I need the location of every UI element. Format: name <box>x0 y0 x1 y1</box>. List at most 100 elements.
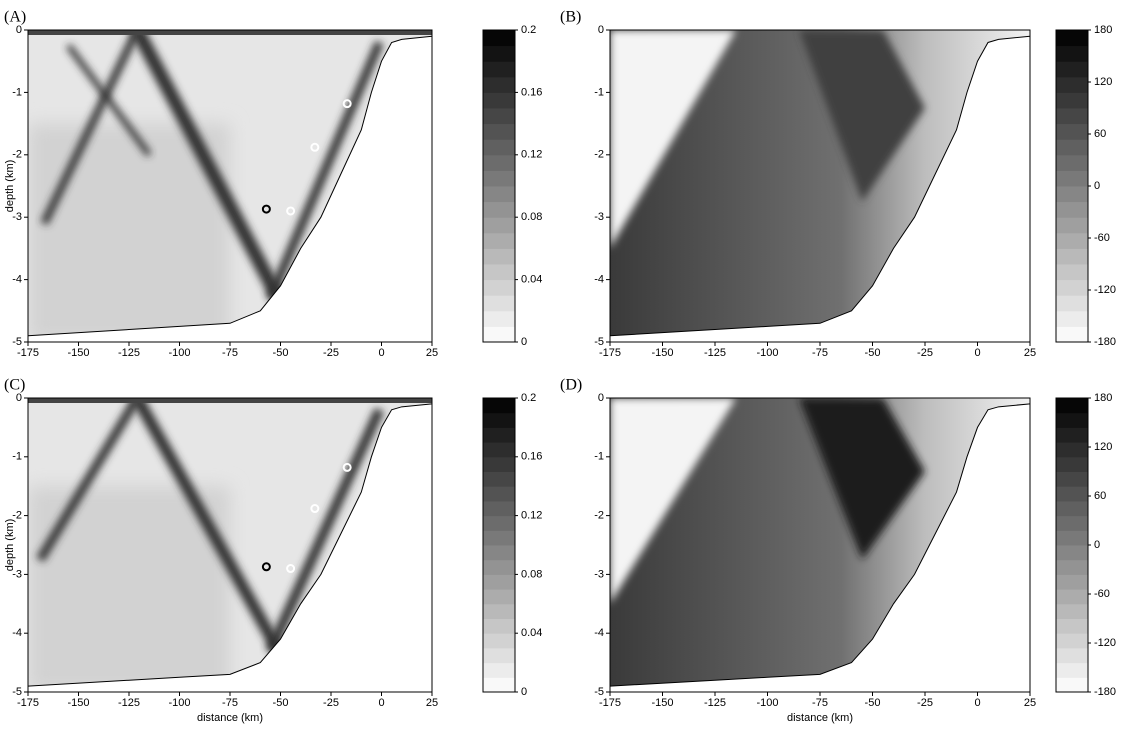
colorbar-band <box>483 201 515 218</box>
x-tick-label: 25 <box>1024 697 1036 709</box>
colorbar-band <box>483 559 515 575</box>
bathymetry-line <box>609 403 1031 687</box>
x-tick-label: -175 <box>17 347 39 359</box>
y-tick-label: -4 <box>594 627 604 639</box>
colorbar-tick-label: 0.2 <box>521 24 536 36</box>
colorbar-band <box>1056 559 1088 575</box>
x-tick-label: -50 <box>273 697 289 709</box>
colorbar-band <box>1056 589 1088 605</box>
x-tick-label: 25 <box>1024 347 1036 359</box>
marker <box>261 204 271 214</box>
y-tick-label: -2 <box>12 149 22 161</box>
x-axis-label: distance (km) <box>197 712 263 724</box>
colorbar-band <box>483 326 515 343</box>
colorbar-tick-label: 0.12 <box>521 510 542 522</box>
colorbar-band <box>483 530 515 546</box>
y-tick-label: 0 <box>16 24 22 36</box>
y-tick-label: -3 <box>12 211 22 223</box>
y-tick-label: -1 <box>12 86 22 98</box>
colorbar-band <box>483 248 515 265</box>
y-tick-label: -3 <box>594 568 604 580</box>
colorbar-frame <box>482 397 516 693</box>
colorbar-band <box>1056 427 1088 443</box>
panel-label: (B) <box>560 9 581 26</box>
y-tick-label: -3 <box>594 211 604 223</box>
colorbar-band <box>1056 108 1088 125</box>
colorbar-band <box>1056 326 1088 343</box>
colorbar-band <box>483 154 515 171</box>
colorbar-band <box>483 574 515 590</box>
field-beam <box>266 40 384 301</box>
colorbar-band <box>1056 76 1088 93</box>
colorbar-band <box>1056 677 1088 693</box>
colorbar-tick-label: 0.08 <box>521 568 542 580</box>
colorbar-band <box>1056 618 1088 634</box>
x-tick-label: -25 <box>917 697 933 709</box>
x-tick-label: -175 <box>599 347 621 359</box>
panel: -175 -150 -125 -100 -75 -50 -25 0 25-5-4-3-2-10(… <box>4 377 543 724</box>
field-beam <box>40 30 141 226</box>
field <box>610 398 1030 687</box>
x-tick-label: -100 <box>168 347 190 359</box>
x-tick-label: -75 <box>812 697 828 709</box>
colorbar-band <box>483 310 515 327</box>
colorbar-band <box>1056 248 1088 265</box>
colorbar-tick-label: 120 <box>1094 76 1112 88</box>
marker <box>310 504 320 514</box>
colorbar-band <box>1056 515 1088 531</box>
colorbar-band <box>1056 456 1088 472</box>
y-tick-label: -3 <box>12 568 22 580</box>
x-tick-label: -100 <box>756 347 778 359</box>
colorbar-band <box>1056 170 1088 187</box>
colorbar-band <box>1056 295 1088 312</box>
field-dark <box>799 30 925 202</box>
colorbar-band <box>483 279 515 296</box>
x-tick-label: -125 <box>118 347 140 359</box>
field-beam <box>65 43 152 157</box>
colorbar-band <box>483 76 515 93</box>
colorbar-band <box>483 589 515 605</box>
colorbar-band <box>1056 217 1088 234</box>
y-tick-label: 0 <box>16 392 22 404</box>
colorbar-tick-label: 0.12 <box>521 149 542 161</box>
field-beam <box>130 30 285 302</box>
x-tick-label: -175 <box>599 697 621 709</box>
colorbar-tick-label: -180 <box>1094 686 1116 698</box>
panel: -175 -150 -125 -100 -75 -50 -25 0 25-5-4-3-2-10(… <box>4 9 543 359</box>
colorbar-band <box>483 264 515 281</box>
colorbar-band <box>1056 545 1088 561</box>
field <box>610 30 1030 336</box>
colorbar-tick-label: 0 <box>521 336 527 348</box>
colorbar-band <box>1056 92 1088 109</box>
colorbar-band <box>483 647 515 664</box>
colorbar-band <box>483 30 515 47</box>
field-dark <box>799 398 925 560</box>
x-tick-label: -50 <box>865 697 881 709</box>
colorbar-band <box>1056 30 1088 47</box>
y-tick-label: -1 <box>594 86 604 98</box>
panel: -175 -150 -125 -100 -75 -50 -25 0 25-5-4-3-2-10(… <box>560 9 1116 359</box>
x-tick-label: -75 <box>812 347 828 359</box>
colorbar-band <box>1056 574 1088 590</box>
colorbar-band <box>483 633 515 649</box>
y-tick-label: 0 <box>598 392 604 404</box>
colorbar-band <box>1056 279 1088 296</box>
colorbar-tick-label: 180 <box>1094 392 1112 404</box>
bathymetry-line <box>609 35 1031 337</box>
y-axis-label: depth (km) <box>4 519 16 572</box>
colorbar-tick-label: -180 <box>1094 336 1116 348</box>
marker <box>310 142 320 152</box>
colorbar-band <box>1056 662 1088 678</box>
y-tick-label: -4 <box>12 274 22 286</box>
y-tick-label: -4 <box>12 627 22 639</box>
panel-label: (A) <box>4 9 26 26</box>
colorbar-tick-label: 0 <box>521 686 527 698</box>
panel-label: (D) <box>560 377 582 394</box>
field-shade <box>28 123 230 336</box>
colorbar-band <box>483 486 515 502</box>
x-axis-label: distance (km) <box>787 712 853 724</box>
colorbar-band <box>483 545 515 561</box>
x-tick-label: -50 <box>865 347 881 359</box>
colorbar-tick-label: -60 <box>1094 232 1110 244</box>
